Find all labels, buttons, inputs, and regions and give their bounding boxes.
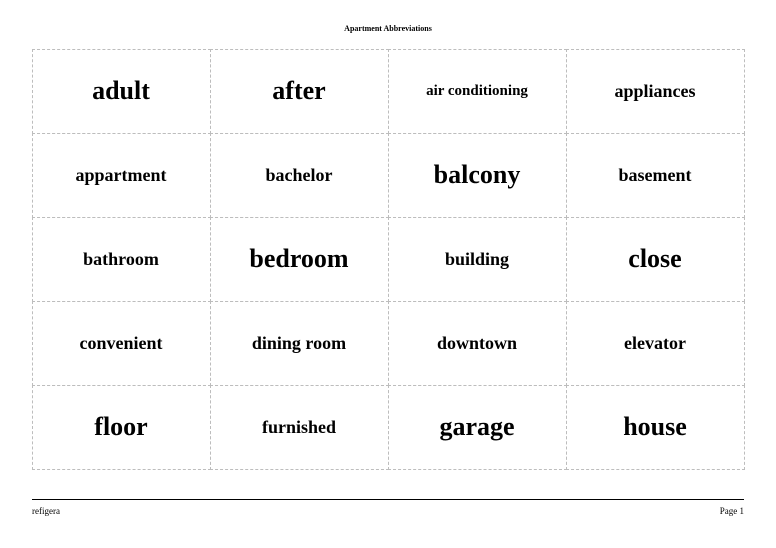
vocab-cell: basement xyxy=(566,133,745,218)
vocab-cell-text: garage xyxy=(439,412,514,442)
vocab-cell: downtown xyxy=(388,301,567,386)
vocab-cell: appartment xyxy=(32,133,211,218)
vocab-cell-text: air conditioning xyxy=(426,83,528,100)
vocab-cell: dining room xyxy=(210,301,389,386)
page-title: Apartment Abbreviations xyxy=(32,24,744,33)
vocab-cell: after xyxy=(210,49,389,134)
vocab-cell-text: building xyxy=(445,249,509,270)
vocab-cell: air conditioning xyxy=(388,49,567,134)
vocab-cell: adult xyxy=(32,49,211,134)
vocab-cell-text: bachelor xyxy=(266,165,333,186)
vocab-cell: bachelor xyxy=(210,133,389,218)
vocab-cell-text: elevator xyxy=(624,333,686,354)
footer-left: refigera xyxy=(32,506,60,516)
vocab-cell: building xyxy=(388,217,567,302)
footer-right: Page 1 xyxy=(720,506,744,516)
vocab-cell: floor xyxy=(32,385,211,470)
vocab-cell-text: after xyxy=(272,76,325,106)
vocab-cell: close xyxy=(566,217,745,302)
vocab-cell: house xyxy=(566,385,745,470)
vocab-cell-text: adult xyxy=(92,76,150,106)
vocab-cell-text: convenient xyxy=(80,333,163,354)
vocab-cell-text: bedroom xyxy=(249,244,348,274)
vocab-cell-text: close xyxy=(628,244,681,274)
vocab-cell-text: downtown xyxy=(437,333,517,354)
vocab-cell-text: appliances xyxy=(614,81,695,102)
vocab-cell: bedroom xyxy=(210,217,389,302)
page: Apartment Abbreviations adult after air co… xyxy=(0,0,776,548)
vocab-cell: appliances xyxy=(566,49,745,134)
vocab-cell-text: bathroom xyxy=(83,249,159,270)
vocab-cell: furnished xyxy=(210,385,389,470)
vocab-cell-text: house xyxy=(623,412,687,442)
vocab-cell-text: basement xyxy=(619,165,692,186)
vocab-cell: balcony xyxy=(388,133,567,218)
vocab-cell: elevator xyxy=(566,301,745,386)
vocab-cell: convenient xyxy=(32,301,211,386)
vocab-grid: adult after air conditioning appliances appa… xyxy=(32,49,744,469)
vocab-cell: garage xyxy=(388,385,567,470)
vocab-cell-text: furnished xyxy=(262,417,336,438)
vocab-cell-text: floor xyxy=(94,412,147,442)
vocab-cell-text: dining room xyxy=(252,333,346,354)
vocab-cell-text: balcony xyxy=(434,160,521,190)
vocab-cell: bathroom xyxy=(32,217,211,302)
footer: refigera Page 1 xyxy=(32,500,744,516)
vocab-cell-text: appartment xyxy=(76,165,167,186)
